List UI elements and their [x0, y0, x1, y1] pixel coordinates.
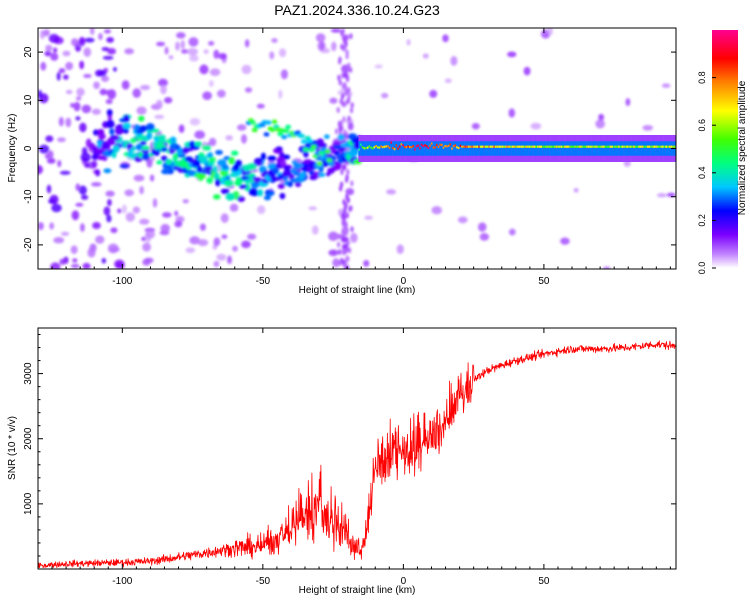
snr-x-tick-label: 50: [538, 576, 550, 587]
colorbar-tick-label: 0.2: [697, 214, 707, 227]
colorbar-tick-label: 0.6: [697, 119, 707, 132]
snr-ticks: -100 -50 0 50 1000 2000 3000: [23, 328, 676, 587]
snr-y-label: SNR (10 * v/v): [7, 416, 18, 480]
snr-series-line: [38, 340, 676, 569]
colorbar-tick-label: 0.4: [697, 167, 707, 180]
spectrogram-x-tick-label: -50: [256, 276, 271, 287]
snr-panel: -100 -50 0 50 1000 2000 3000 Height of straigh…: [7, 327, 677, 596]
colorbar: 0.0 0.2 0.4 0.6 0.8 Normalized spectral ampl…: [697, 30, 748, 274]
spectrogram-y-tick-label: 20: [23, 46, 34, 58]
snr-x-label: Height of straight line (km): [299, 585, 416, 596]
snr-x-tick-label: 0: [401, 576, 407, 587]
snr-x-tick-label: -100: [112, 576, 132, 587]
spectrogram-y-tick-label: 10: [23, 94, 34, 106]
spectrogram-x-tick-label: 0: [401, 276, 407, 287]
figure-title: PAZ1.2024.336.10.24.G23: [274, 2, 440, 18]
colorbar-tick-label: 0.0: [697, 262, 707, 275]
spectrogram-x-label: Height of straight line (km): [299, 285, 416, 296]
snr-y-tick-label: 2000: [23, 427, 34, 450]
colorbar-gradient: [712, 30, 738, 268]
spectrogram-y-tick-label: -10: [23, 189, 34, 204]
snr-x-tick-label: -50: [256, 576, 271, 587]
colorbar-label: Normalized spectral amplitude: [737, 80, 748, 215]
spectrogram-x-tick-label: -100: [112, 276, 132, 287]
snr-y-tick-label: 1000: [23, 492, 34, 515]
snr-frame: [37, 327, 677, 570]
colorbar-ticks: 0.0 0.2 0.4 0.6 0.8: [697, 71, 716, 274]
spectrogram-y-label: Frequency (Hz): [7, 114, 18, 183]
spectrogram-image: [38, 28, 676, 269]
spectrogram-y-tick-label: -20: [23, 237, 34, 252]
spectrogram-y-tick-label: 0: [23, 145, 34, 151]
colorbar-tick-label: 0.8: [697, 71, 707, 84]
spectrogram-x-tick-label: 50: [538, 276, 550, 287]
snr-y-tick-label: 3000: [23, 362, 34, 385]
